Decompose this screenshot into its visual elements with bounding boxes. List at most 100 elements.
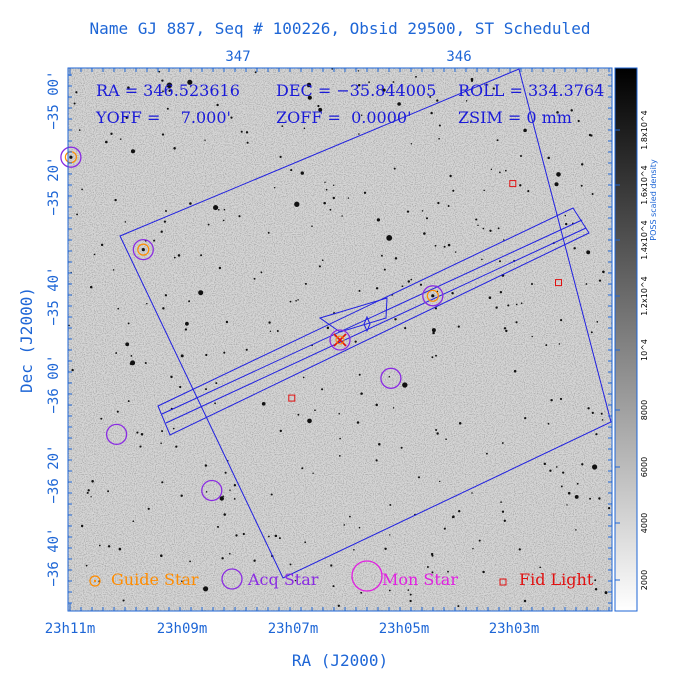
- sky-star-dot: [560, 485, 563, 488]
- sky-star-dot: [358, 133, 360, 135]
- colorbar-tick-label: 4000: [640, 513, 649, 533]
- sky-star-dot: [314, 409, 316, 412]
- sky-star-dot: [545, 344, 548, 347]
- sky-star-dot: [434, 244, 437, 247]
- x-tick-label-bottom: 23h11m: [45, 621, 96, 637]
- sky-star-dot: [483, 189, 485, 192]
- slit-inner-line-1: [161, 219, 583, 415]
- sky-star-dot: [435, 429, 438, 431]
- sky-star-dot: [203, 586, 209, 592]
- sky-star-dot: [347, 197, 350, 199]
- sky-star-dot: [337, 604, 340, 607]
- sky-star-dot: [233, 498, 236, 500]
- sky-star-dot: [281, 125, 284, 127]
- sky-star-dot: [184, 328, 188, 331]
- x-axis-label: RA (J2000): [292, 651, 388, 670]
- sky-star-dot: [595, 433, 598, 436]
- legend-acq-symbol: [221, 568, 243, 590]
- legend-mon-symbol: [351, 560, 383, 592]
- sky-star-dot: [482, 227, 485, 230]
- sky-star-dot: [318, 265, 321, 268]
- sky-star-dot: [332, 184, 335, 187]
- star-core: [69, 155, 73, 159]
- param-zsim: ZSIM = 0 mm: [458, 108, 572, 127]
- sky-star-dot: [421, 210, 424, 212]
- acq-star-marker: [380, 367, 402, 389]
- y-ticks: −35 00' −35 20' −35 40' −36 00' −36 20' −36 4…: [46, 70, 62, 586]
- acq-star-marker: [422, 285, 444, 307]
- fid-light-marker: [509, 180, 517, 188]
- sky-star-dot: [368, 112, 370, 115]
- sky-star-dot: [222, 495, 225, 497]
- x-tick-label-bottom: 23h09m: [157, 621, 208, 637]
- sky-star-dot: [485, 83, 488, 86]
- sky-star-dot: [179, 385, 182, 389]
- sky-star-dot: [273, 186, 276, 189]
- sky-star-dot: [217, 208, 220, 211]
- sky-star-dot: [363, 191, 367, 194]
- sky-star-dot: [161, 79, 164, 82]
- sky-star-dot: [124, 221, 127, 223]
- sky-star-dot: [228, 552, 231, 555]
- sky-star-dot: [515, 321, 518, 324]
- sky-star-dot: [489, 229, 492, 232]
- sky-star-dot: [596, 321, 599, 323]
- sky-star-dot: [400, 446, 403, 449]
- colorbar-tick-label: 1.8x10^4: [640, 110, 649, 149]
- sky-star-dot: [465, 100, 468, 102]
- legend-fid-symbol: [499, 578, 507, 586]
- sky-star-dot: [409, 599, 412, 603]
- sky-star-dot: [503, 239, 505, 241]
- sky-star-dot: [564, 214, 567, 217]
- fid-light-markers: [288, 180, 562, 402]
- sky-star-dot: [360, 392, 363, 395]
- sky-star-dot: [140, 433, 144, 436]
- sky-star-dot: [127, 400, 130, 403]
- sky-star-dot: [581, 463, 584, 466]
- sky-star-dot: [452, 189, 455, 192]
- star-core: [431, 294, 435, 298]
- sky-star-dot: [230, 116, 233, 119]
- sky-star-dot: [229, 489, 231, 491]
- sky-star-dot: [388, 589, 391, 592]
- sky-star-dot: [477, 224, 479, 227]
- sky-star-dot: [482, 570, 485, 574]
- sky-star-dot: [98, 544, 101, 547]
- sky-star-dot: [358, 373, 361, 376]
- sky-star-dot: [153, 239, 156, 242]
- acq-star-marker: [105, 423, 128, 446]
- sky-star-dot: [394, 318, 397, 321]
- legend: Guide Star Acq Star Mon Star Fid Light: [89, 560, 594, 592]
- sky-star-dot: [499, 291, 503, 294]
- sky-star-dot: [223, 351, 226, 354]
- sky-star-dot: [389, 503, 392, 506]
- param-yoff: YOFF = 7.000': [95, 108, 231, 127]
- sky-star-dot: [597, 84, 600, 87]
- sky-star-dot: [431, 571, 434, 574]
- sky-star-dot: [338, 455, 341, 457]
- sky-star-dot: [270, 493, 273, 496]
- star-markers: [60, 146, 444, 502]
- sky-star-dot: [115, 352, 118, 354]
- sky-star-dot: [349, 515, 351, 518]
- sky-star-dot: [245, 131, 249, 134]
- sky-star-dot: [339, 437, 341, 440]
- sky-star-dot: [260, 271, 263, 274]
- sky-star-dot: [177, 254, 181, 257]
- sky-star-dot: [188, 300, 191, 303]
- sky-star-dot: [245, 348, 248, 351]
- sky-star-dot: [543, 462, 547, 466]
- sky-star-dot: [71, 368, 74, 372]
- sky-star-dot: [80, 524, 84, 528]
- sky-star-dot: [204, 464, 208, 467]
- sky-star-dot: [458, 510, 461, 513]
- sky-star-dot: [343, 524, 346, 526]
- sky-star-dot: [129, 362, 132, 365]
- sky-star-dot: [594, 579, 597, 582]
- sky-star-dot: [503, 327, 507, 330]
- sky-star-dot: [504, 169, 507, 172]
- legend-guide-label: Guide Star: [111, 570, 199, 589]
- sky-star-dot: [341, 215, 343, 217]
- sky-star-dot: [116, 410, 119, 413]
